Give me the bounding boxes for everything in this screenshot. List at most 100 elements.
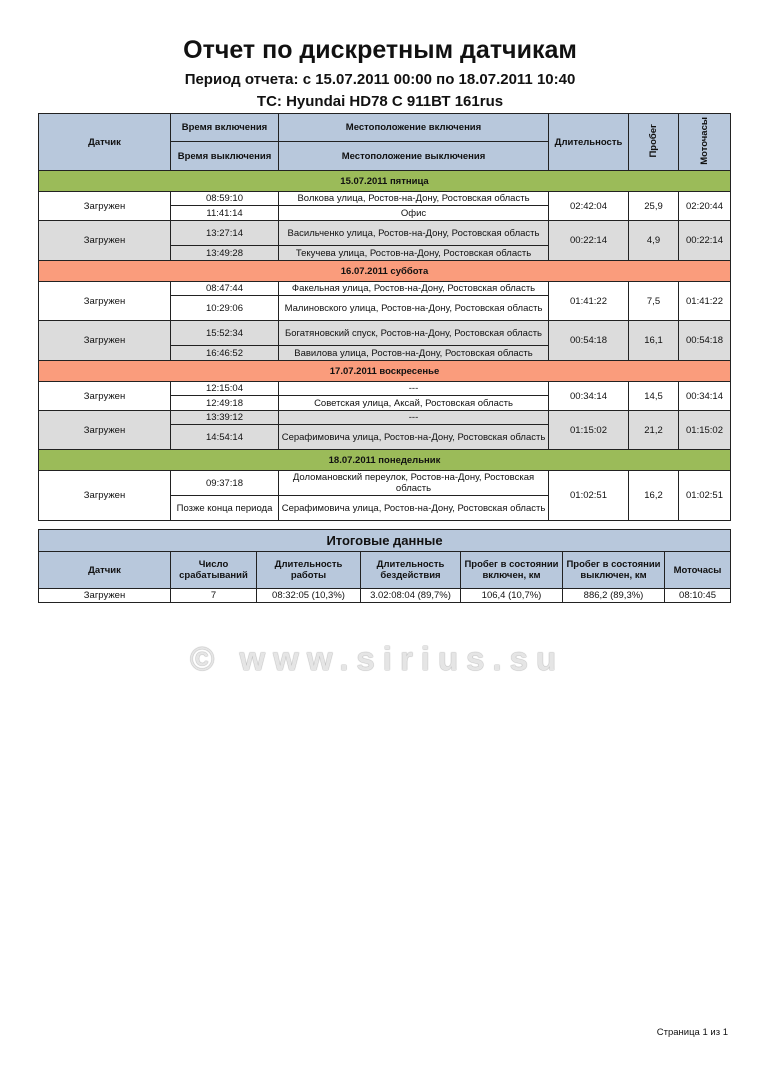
off-location: Малиновского улица, Ростов-на-Дону, Рост… <box>278 295 549 321</box>
motohours: 01:41:22 <box>678 281 731 321</box>
duration: 00:22:14 <box>548 220 629 261</box>
duration: 01:02:51 <box>548 470 629 521</box>
sensor-name: Загружен <box>38 281 171 321</box>
off-location: Серафимовича улица, Ростов-на-Дону, Рост… <box>278 424 549 450</box>
header-duration: Длительность <box>548 113 629 171</box>
header-motohours-label: Моточасы <box>699 116 710 165</box>
header-sensor: Датчик <box>38 113 171 171</box>
on-location: Доломановский переулок, Ростов-на-Дону, … <box>278 470 549 496</box>
event-row-off: 14:54:14 Серафимовича улица, Ростов-на-До… <box>39 424 731 450</box>
motohours: 00:54:18 <box>678 320 731 361</box>
day-row: 17.07.2011 воскресенье <box>38 360 731 382</box>
sensor-name: Загружен <box>38 410 171 450</box>
off-time: 11:41:14 <box>170 205 279 221</box>
motohours: 02:20:44 <box>678 191 731 221</box>
summary-row: Загружен 7 08:32:05 (10,3%) 3.02:08:04 (89,… <box>38 588 732 603</box>
summary-cell: 08:32:05 (10,3%) <box>256 588 361 603</box>
event-row-off: 13:49:28 Текучева улица, Ростов-на-Дону, … <box>39 245 731 261</box>
day-label: 18.07.2011 понедельник <box>38 449 731 471</box>
sensor-name: Загружен <box>38 381 171 411</box>
on-location: Богатяновский спуск, Ростов-на-Дону, Рос… <box>278 320 549 346</box>
off-location: Серафимовича улица, Ростов-на-Дону, Рост… <box>278 495 549 521</box>
on-time: 08:59:10 <box>170 191 279 206</box>
mileage: 4,9 <box>628 220 679 261</box>
off-location: Текучева улица, Ростов-на-Дону, Ростовск… <box>278 245 549 261</box>
duration: 00:34:14 <box>548 381 629 411</box>
event-row-off: 12:49:18 Советская улица, Аксай, Ростовск… <box>39 395 731 411</box>
summary-header: Пробег в состоянии включен, км <box>460 551 563 589</box>
off-location: Вавилова улица, Ростов-на-Дону, Ростовск… <box>278 345 549 361</box>
duration: 01:41:22 <box>548 281 629 321</box>
watermark: © www.sirius.su <box>190 640 565 677</box>
off-time: 13:49:28 <box>170 245 279 261</box>
off-time: 12:49:18 <box>170 395 279 411</box>
sensor-name: Загружен <box>38 470 171 521</box>
off-time: 16:46:52 <box>170 345 279 361</box>
day-row: 16.07.2011 суббота <box>38 260 731 282</box>
event-row: Загружен 08:59:10 Волкова улица, Ростов-на… <box>38 191 731 221</box>
header-motohours: Моточасы <box>678 113 731 171</box>
header-off-time: Время выключения <box>170 141 279 171</box>
event-row: Загружен 08:47:44 Факельная улица, Ростов-… <box>38 281 731 321</box>
event-row: Загружен 12:15:04 --- 00:34:14 14,5 00:34:14 <box>38 381 731 411</box>
duration: 02:42:04 <box>548 191 629 221</box>
header-on-location: Местоположение включения <box>278 113 549 142</box>
sensor-name: Загружен <box>38 191 171 221</box>
summary-cell: 886,2 (89,3%) <box>562 588 665 603</box>
summary-header: Пробег в состоянии выключен, км <box>562 551 665 589</box>
summary-cell: 08:10:45 <box>663 588 732 603</box>
on-location: Факельная улица, Ростов-на-Дону, Ростовс… <box>278 281 549 296</box>
event-row: Загружен 15:52:34 Богатяновский спуск, Рос… <box>38 320 731 361</box>
summary-cell: 7 <box>170 588 257 603</box>
off-location: Офис <box>278 205 549 221</box>
mileage: 16,1 <box>628 320 679 361</box>
mileage: 14,5 <box>628 381 679 411</box>
day-label: 15.07.2011 пятница <box>38 170 731 192</box>
summary-header: Моточасы <box>663 551 732 589</box>
day-label: 16.07.2011 суббота <box>38 260 731 282</box>
on-location: --- <box>278 410 549 425</box>
page-number: Страница 1 из 1 <box>656 1027 728 1038</box>
summary-title: Итоговые данные <box>37 529 732 552</box>
report-title: Отчет по дискретным датчикам <box>183 36 577 64</box>
event-row-off: Позже конца периода Серафимовича улица, Р… <box>39 495 731 521</box>
duration: 01:15:02 <box>548 410 629 450</box>
on-time: 12:15:04 <box>170 381 279 396</box>
day-row: 18.07.2011 понедельник <box>38 449 731 471</box>
sensor-name: Загружен <box>38 220 171 261</box>
day-label: 17.07.2011 воскресенье <box>38 360 731 382</box>
motohours: 00:34:14 <box>678 381 731 411</box>
header-mileage-label: Пробег <box>648 123 659 158</box>
sensor-events-table: Датчик Время включения Местоположение вк… <box>38 113 731 521</box>
motohours: 01:15:02 <box>678 410 731 450</box>
mileage: 7,5 <box>628 281 679 321</box>
header-on-time: Время включения <box>170 113 279 142</box>
on-location: --- <box>278 381 549 396</box>
event-row: Загружен 13:27:14 Васильченко улица, Росто… <box>38 220 731 261</box>
summary-cell: 3.02:08:04 (89,7%) <box>360 588 461 603</box>
report-period: Период отчета: с 15.07.2011 00:00 по 18.… <box>184 71 576 88</box>
summary-table: Итоговые данные Датчик Число срабатываний… <box>37 529 732 603</box>
summary-cell: 106,4 (10,7%) <box>460 588 563 603</box>
event-row: Загружен 09:37:18 Доломановский переулок, … <box>38 470 731 521</box>
on-time: 09:37:18 <box>170 470 279 496</box>
summary-header: Длительность работы <box>256 551 361 589</box>
sensor-name: Загружен <box>38 320 171 361</box>
off-time: Позже конца периода <box>170 495 279 521</box>
mileage: 21,2 <box>628 410 679 450</box>
report-vehicle: ТС: Hyundai HD78 С 911ВТ 161rus <box>256 93 504 110</box>
header-mileage: Пробег <box>628 113 679 171</box>
day-row: 15.07.2011 пятница <box>38 170 731 192</box>
mileage: 25,9 <box>628 191 679 221</box>
motohours: 00:22:14 <box>678 220 731 261</box>
off-time: 14:54:14 <box>170 424 279 450</box>
summary-cell: Загружен <box>38 588 171 603</box>
on-location: Волкова улица, Ростов-на-Дону, Ростовска… <box>278 191 549 206</box>
on-time: 13:27:14 <box>170 220 279 246</box>
motohours: 01:02:51 <box>678 470 731 521</box>
on-location: Васильченко улица, Ростов-на-Дону, Росто… <box>278 220 549 246</box>
mileage: 16,2 <box>628 470 679 521</box>
off-time: 10:29:06 <box>170 295 279 321</box>
summary-header: Число срабатываний <box>170 551 257 589</box>
